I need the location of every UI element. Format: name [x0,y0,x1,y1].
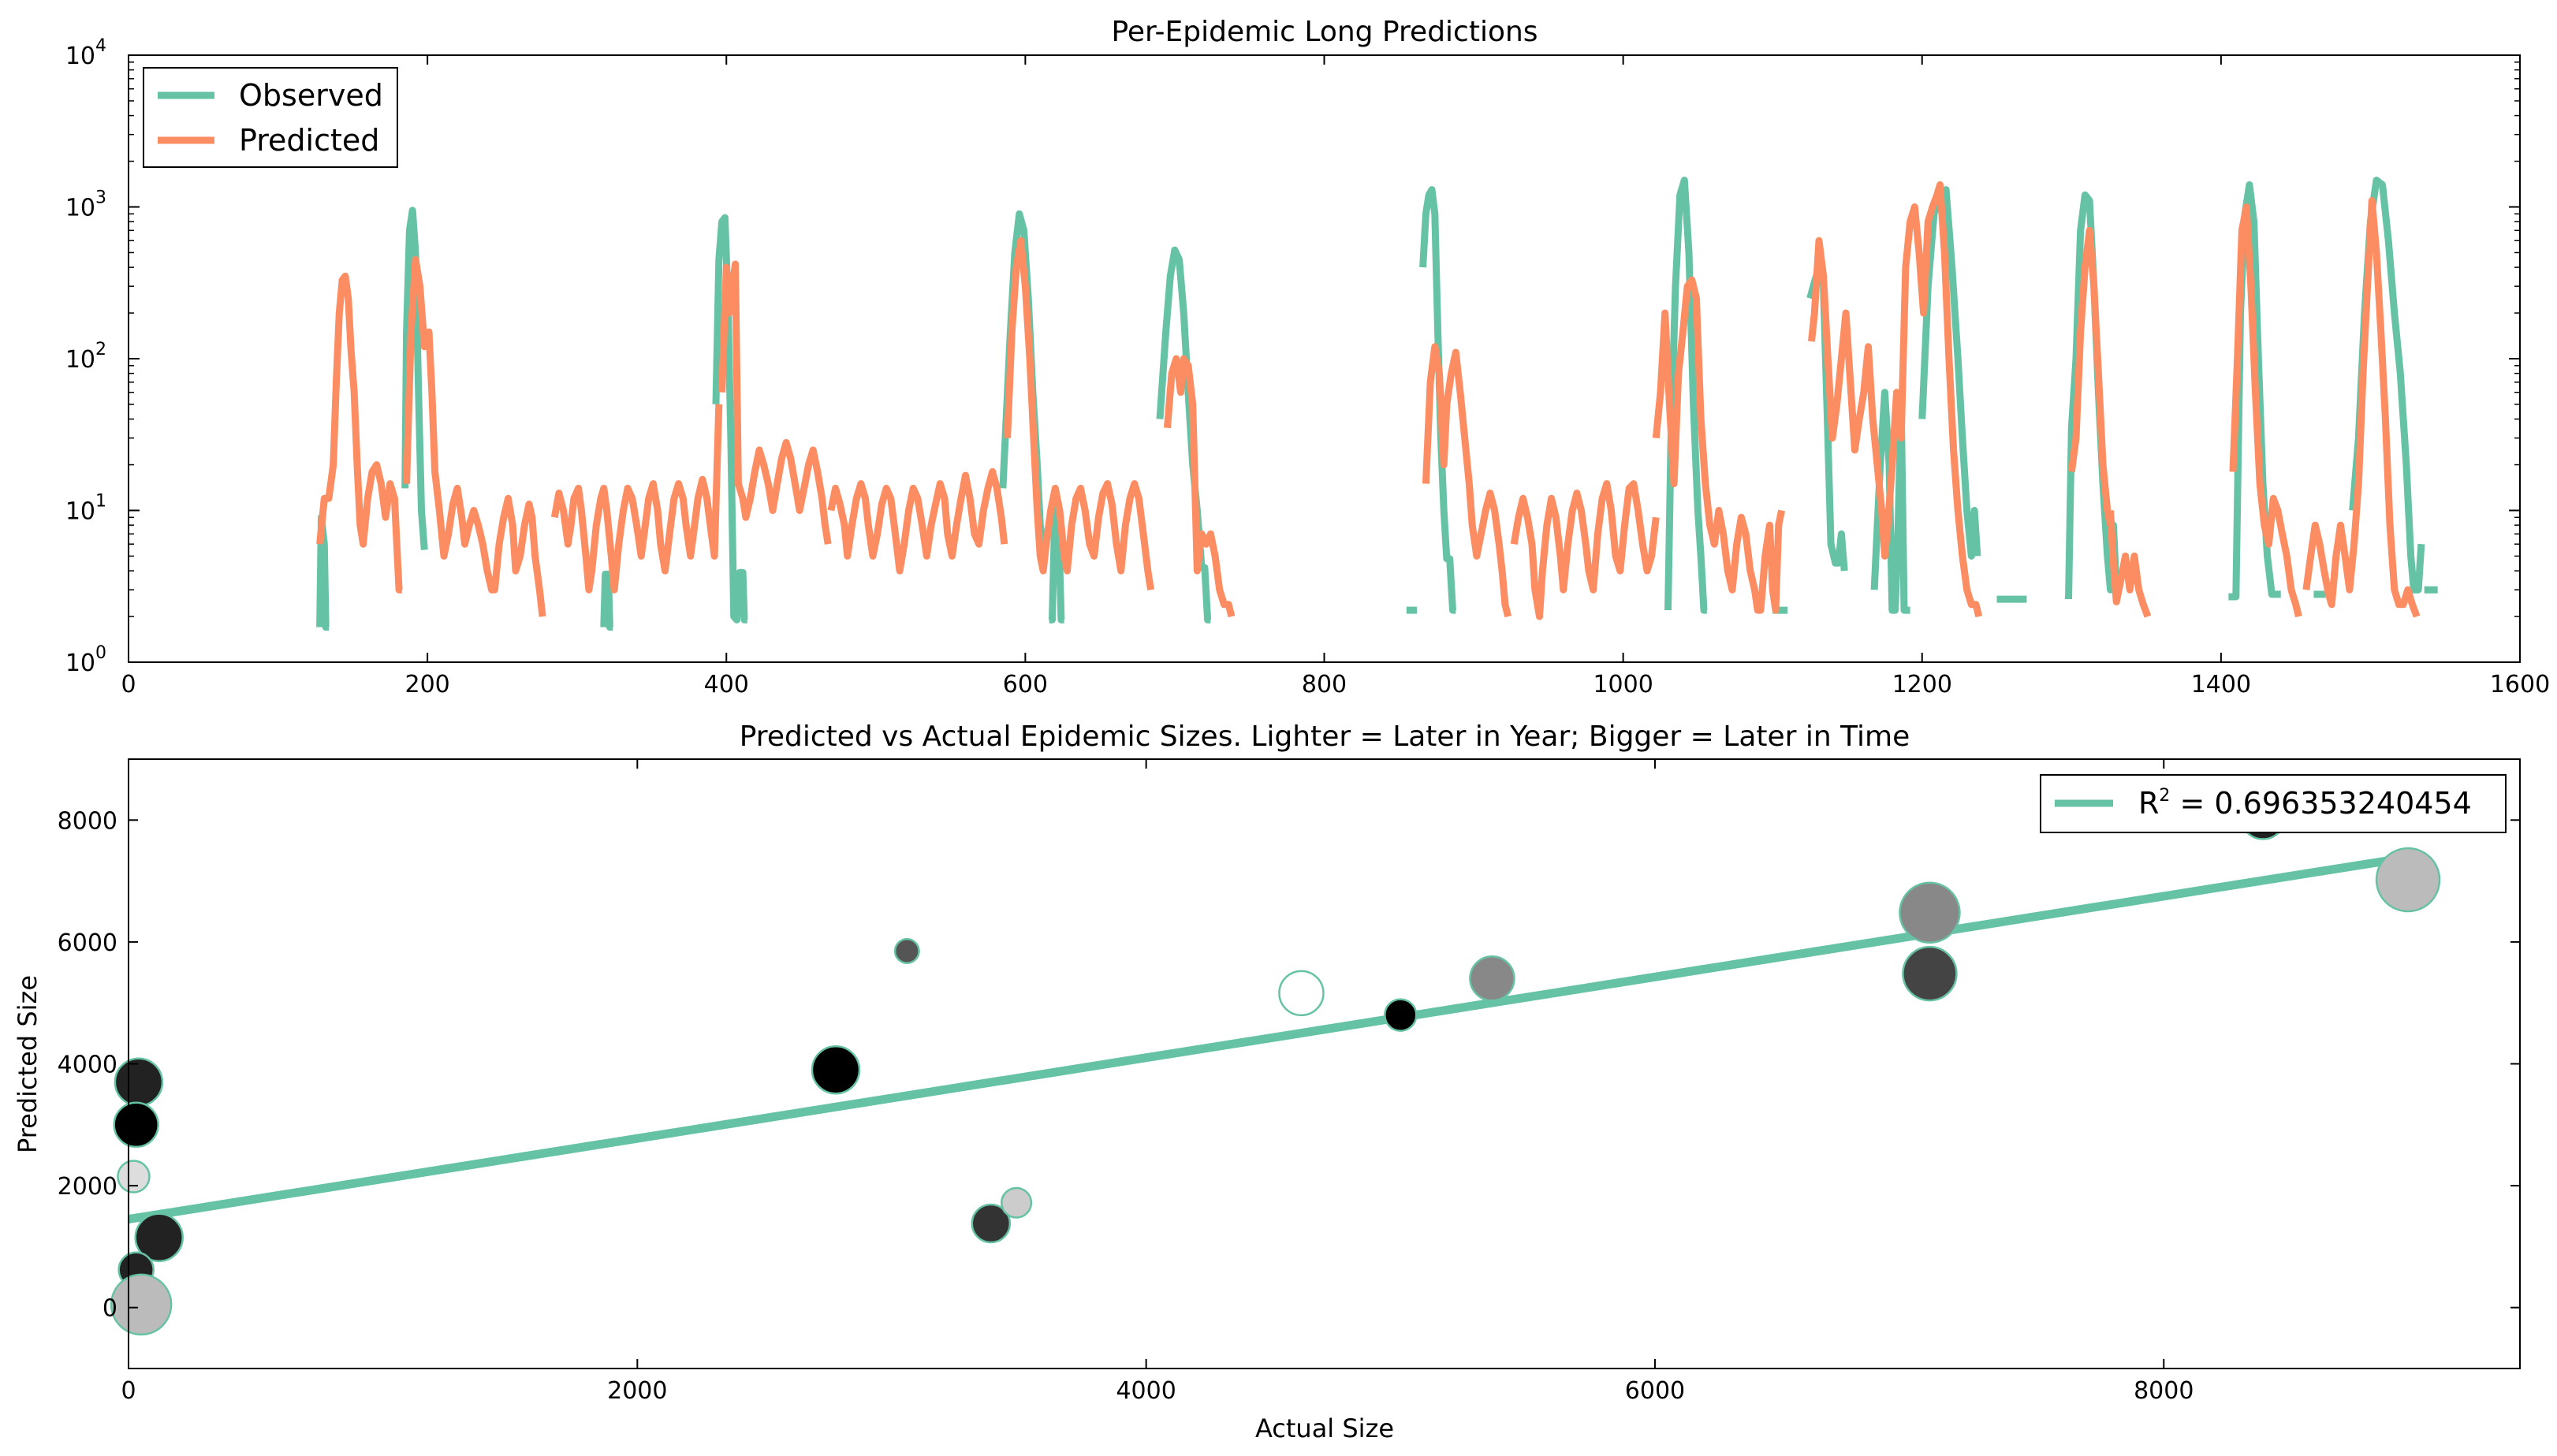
chart2-x-axis-label: Actual Size [1255,1413,1394,1443]
legend-label-fit: R2 = 0.696353240454 [2138,786,2472,821]
chart2-x-tick-label: 0 [121,1377,136,1405]
chart2-y-tick-label: 8000 [58,807,117,835]
chart1-y-tick-label: 104 [65,36,106,70]
scatter-point-7 [893,938,920,964]
series-observed-segment-12 [1870,389,1911,614]
chart1-legend: Observed Predicted [143,67,398,168]
series-observed-segment-1 [401,207,428,550]
chart2-x-tick-label: 4000 [1116,1377,1176,1405]
chart1-y-tick-label: 101 [65,492,106,526]
series-predicted-segment-12 [2107,510,2152,618]
series-predicted-segment-4 [827,467,1008,575]
series-predicted-segment-10 [1808,181,1983,618]
scatter-point-10 [1278,970,1325,1017]
chart2-title: Predicted vs Actual Epidemic Sizes. Ligh… [740,721,1910,753]
series-predicted-segment-7 [1422,343,1512,618]
chart2-y-tick-label: 4000 [58,1052,117,1079]
series-predicted-segment-13 [2229,203,2302,618]
scatter-point-0 [114,1057,164,1107]
series-predicted-segment-6 [1164,355,1236,618]
chart1-x-tick-label: 200 [404,671,449,698]
series-predicted-segment-1 [403,255,546,617]
chart1-x-tick-label: 1000 [1593,671,1653,698]
bottom-scatter-chart: Predicted vs Actual Epidemic Sizes. Ligh… [13,721,2521,1443]
chart1-legend-box [143,67,398,168]
chart2-y-axis-label: Predicted Size [13,975,43,1153]
chart1-series-group [316,177,2438,631]
scatter-point-8 [971,1203,1012,1244]
series-predicted-segment-8 [1510,480,1660,620]
scatter-point-14 [1902,945,1958,1002]
scatter-point-12 [1469,955,1515,1002]
chart2-y-tick-label: 6000 [58,929,117,957]
series-predicted-segment-14 [2302,197,2421,618]
chart1-x-tick-label: 600 [1003,671,1048,698]
legend-fit-value: = 0.696353240454 [2170,786,2471,821]
series-predicted-segment-5 [1004,236,1155,590]
chart1-x-tick-label: 1600 [2490,671,2550,698]
chart2-x-tick-label: 8000 [2134,1377,2194,1405]
scatter-point-16 [2375,847,2441,913]
chart2-y-tick-label: 2000 [58,1173,117,1201]
chart2-points-group [110,794,2441,1336]
legend-fit-r: R [2138,786,2159,821]
scatter-point-11 [1384,998,1418,1032]
scatter-point-5 [110,1273,173,1336]
chart1-y-tick-label: 100 [65,643,106,677]
chart1-y-tick-label: 102 [65,340,106,374]
scatter-point-2 [117,1160,151,1193]
chart2-plot-frame [128,758,2521,1369]
series-predicted-segment-0 [316,272,403,594]
series-predicted-segment-11 [2067,226,2115,527]
top-line-chart: Per-Epidemic Long Predictions 0 200 400 600… [65,16,2550,698]
legend-label-predicted: Predicted [239,123,379,158]
chart1-x-tick-label: 1400 [2191,671,2251,698]
chart2-x-ticks: 0 2000 4000 6000 8000 [121,759,2194,1405]
series-observed-segment-0 [316,513,330,631]
series-observed-segment-9 [1664,177,1708,614]
chart1-y-ticks: 100 101 102 103 104 [65,36,2520,677]
series-predicted-segment-2 [550,404,723,594]
chart1-x-ticks: 0 200 400 600 800 1000 1200 1400 1600 [121,55,2550,698]
chart2-legend: R2 = 0.696353240454 [2040,774,2507,833]
chart2-legend-box [2040,774,2507,833]
series-predicted-segment-3 [718,260,832,545]
chart1-y-tick-label: 103 [65,188,106,222]
chart2-x-tick-label: 6000 [1625,1377,1685,1405]
series-observed-segment-3 [712,214,748,624]
chart2-y-ticks: 0 2000 4000 6000 8000 [58,807,2520,1323]
chart1-x-tick-label: 1200 [1892,671,1952,698]
series-observed-segment-2 [600,570,613,631]
chart1-title: Per-Epidemic Long Predictions [1111,16,1538,48]
legend-label-observed: Observed [239,78,383,113]
series-observed-segment-13 [1918,186,1981,560]
fit-line [128,853,2406,1224]
chart1-x-tick-label: 800 [1302,671,1347,698]
scatter-point-9 [1001,1186,1033,1219]
chart2-x-tick-label: 2000 [607,1377,667,1405]
scatter-point-6 [811,1045,861,1095]
chart1-x-tick-label: 0 [121,671,136,698]
series-observed-segment-6 [1156,246,1212,624]
series-predicted-segment-9 [1652,276,1786,614]
scatter-point-3 [134,1212,184,1263]
chart1-x-tick-label: 400 [704,671,749,698]
chart2-fit-line-group [128,853,2406,1224]
chart2-y-tick-label: 0 [103,1295,117,1323]
scatter-point-1 [113,1101,159,1149]
legend-fit-sup: 2 [2159,786,2170,806]
scatter-point-13 [1899,881,1961,944]
